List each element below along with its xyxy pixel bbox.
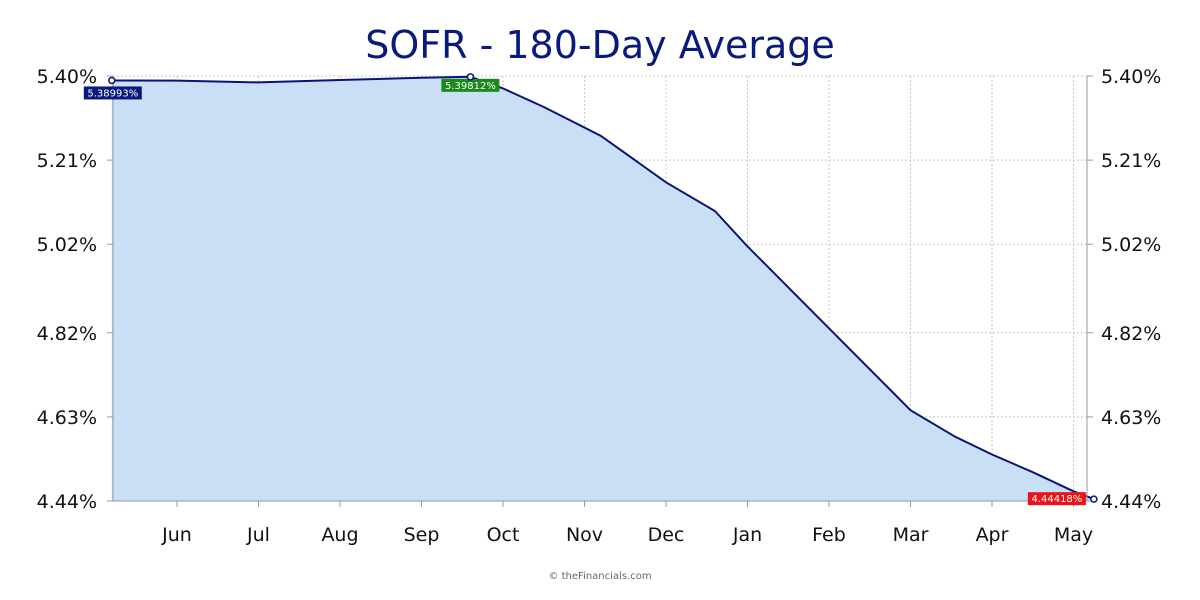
y-tick-label-left: 5.02% xyxy=(37,234,97,256)
x-tick-label: Aug xyxy=(321,524,358,546)
annotation-tag-bg xyxy=(441,78,500,92)
x-tick-label: Jul xyxy=(246,524,270,546)
y-axis-left: 4.44% 4.63% 4.82% 5.02% 5.21% 5.40% xyxy=(37,66,113,513)
x-tick-label: Mar xyxy=(893,524,929,546)
x-tick-label: Oct xyxy=(487,524,520,546)
x-tick-label: Sep xyxy=(404,524,440,546)
annotation-marker xyxy=(1090,495,1098,503)
x-tick-label: Jun xyxy=(161,524,192,546)
annotation-tag-bg xyxy=(83,86,142,100)
y-tick-label-right: 4.44% xyxy=(1101,491,1161,513)
y-tick-label-left: 4.63% xyxy=(37,407,97,429)
annotation-marker xyxy=(466,73,475,81)
y-tick-label-left: 5.21% xyxy=(37,150,97,172)
y-tick-label-left: 4.82% xyxy=(37,323,97,345)
annotations: 5.38993% 5.39812% 4.44418% xyxy=(83,73,1098,506)
series-area-fill xyxy=(111,76,1094,502)
y-tick-label-right: 4.82% xyxy=(1101,323,1161,345)
x-tick-label: Nov xyxy=(566,524,603,546)
x-tick-label: Apr xyxy=(976,524,1009,546)
x-tick-label: Jan xyxy=(732,524,762,546)
y-tick-label-right: 5.21% xyxy=(1101,150,1161,172)
x-axis: Jun Jul Aug Sep Oct Nov Dec Jan Feb Mar Apr May xyxy=(161,501,1093,546)
x-tick-label: May xyxy=(1054,524,1093,546)
area-layer xyxy=(111,75,1095,502)
y-tick-label-left: 4.44% xyxy=(37,491,97,513)
annotation-high: 5.39812% xyxy=(441,73,500,92)
annotation-marker xyxy=(108,76,116,85)
copyright-text: © theFinancials.com xyxy=(548,571,651,582)
chart-title: SOFR - 180-Day Average xyxy=(365,23,835,67)
annotation-tag-bg xyxy=(1027,492,1086,506)
annotation-label: 5.38993% xyxy=(87,88,138,99)
annotation-label: 5.39812% xyxy=(445,81,496,92)
y-axis-right: 4.44% 4.63% 4.82% 5.02% 5.21% 5.40% xyxy=(1087,66,1161,513)
y-tick-label-right: 5.02% xyxy=(1101,234,1161,256)
annotation-low: 4.44418% xyxy=(1027,492,1098,506)
x-tick-label: Feb xyxy=(812,524,846,546)
y-tick-label-right: 4.63% xyxy=(1101,407,1161,429)
y-tick-label-left: 5.40% xyxy=(37,66,97,88)
annotation-start: 5.38993% xyxy=(83,76,142,100)
series-line xyxy=(111,75,1095,501)
y-tick-label-right: 5.40% xyxy=(1101,66,1161,88)
axes xyxy=(112,76,1088,502)
annotation-label: 4.44418% xyxy=(1031,494,1082,505)
x-tick-label: Dec xyxy=(648,524,685,546)
